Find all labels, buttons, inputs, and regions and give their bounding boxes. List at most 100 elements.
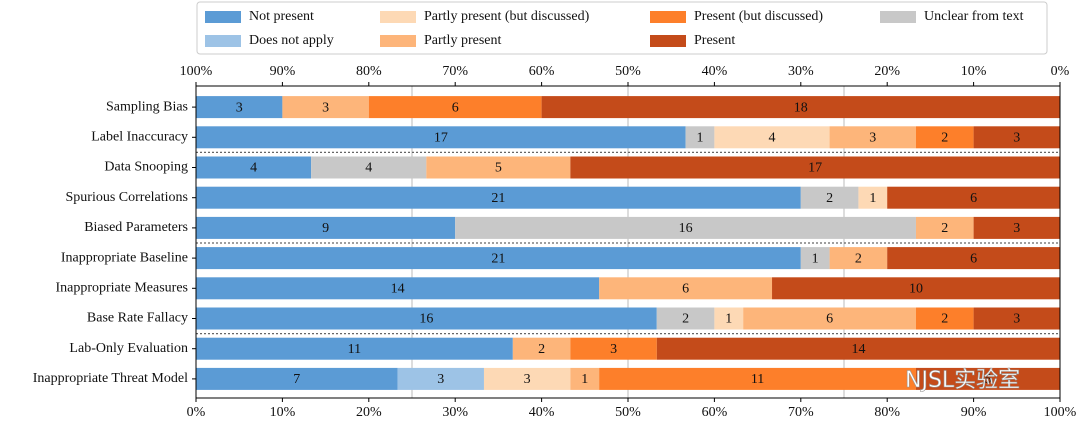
value-label: 5 — [984, 372, 991, 387]
value-label: 2 — [538, 342, 545, 357]
bar-segment — [656, 337, 1061, 360]
value-label: 2 — [682, 312, 689, 327]
legend-label: Unclear from text — [924, 9, 1024, 24]
value-label: 1 — [581, 372, 588, 387]
bar-segment — [196, 126, 686, 149]
value-label: 2 — [941, 221, 948, 236]
x2-tick-label: 10% — [961, 64, 987, 79]
value-label: 6 — [970, 251, 977, 266]
x-tick-label: 50% — [615, 405, 641, 420]
bar-segment — [196, 247, 801, 270]
value-label: 6 — [970, 191, 977, 206]
x-tick-label: 30% — [442, 405, 468, 420]
value-label: 9 — [322, 221, 329, 236]
legend-swatch — [650, 35, 686, 47]
x2-tick-label: 70% — [442, 64, 468, 79]
legend-label: Does not apply — [249, 33, 334, 48]
bar-segment — [455, 216, 916, 239]
value-label: 17 — [434, 131, 448, 146]
value-label: 5 — [495, 161, 502, 176]
x-tick-label: 100% — [1044, 405, 1077, 420]
bar-segment — [196, 156, 312, 179]
bar-segment — [599, 367, 916, 390]
x2-tick-label: 90% — [270, 64, 296, 79]
value-label: 3 — [322, 100, 329, 115]
value-label: 3 — [869, 131, 876, 146]
legend-label: Present — [694, 33, 735, 48]
value-label: 3 — [437, 372, 444, 387]
value-label: 21 — [491, 191, 505, 206]
value-label: 3 — [1013, 221, 1020, 236]
y-tick-label: Label Inaccuracy — [91, 130, 188, 145]
bar-segment — [599, 277, 773, 300]
x-tick-label: 20% — [356, 405, 382, 420]
bar-segment — [829, 247, 888, 270]
legend-swatch — [380, 11, 416, 23]
x2-tick-label: 30% — [788, 64, 814, 79]
bar-segment — [973, 126, 1060, 149]
legend-swatch — [205, 35, 241, 47]
value-label: 16 — [419, 312, 433, 327]
value-label: 4 — [250, 161, 257, 176]
legend-label: Present (but discussed) — [694, 9, 823, 24]
bar-segment — [973, 307, 1060, 330]
bar-segment — [196, 216, 456, 239]
bar-segment — [915, 307, 974, 330]
y-tick-label: Inappropriate Threat Model — [33, 371, 188, 386]
legend-label: Partly present (but discussed) — [424, 9, 590, 24]
bar-segment — [512, 337, 571, 360]
y-tick-label: Biased Parameters — [84, 220, 188, 235]
value-label: 1 — [725, 312, 732, 327]
value-label: 1 — [812, 251, 819, 266]
bar-segment — [196, 307, 657, 330]
value-label: 2 — [826, 191, 833, 206]
bar-segment — [915, 126, 974, 149]
legend-swatch — [380, 35, 416, 47]
value-label: 14 — [391, 282, 405, 297]
bar-segment — [915, 216, 974, 239]
value-label: 3 — [524, 372, 531, 387]
y-tick-label: Base Rate Fallacy — [87, 311, 188, 326]
value-label: 1 — [869, 191, 876, 206]
x2-tick-label: 80% — [356, 64, 382, 79]
bar-segment — [887, 247, 1060, 270]
x2-tick-label: 0% — [1051, 64, 1070, 79]
bar-segment — [196, 277, 600, 300]
bar-segment — [311, 156, 427, 179]
x-tick-label: 0% — [187, 405, 206, 420]
x2-tick-label: 50% — [615, 64, 641, 79]
y-tick-label: Spurious Correlations — [66, 190, 189, 205]
value-label: 6 — [682, 282, 689, 297]
bar-segment — [570, 367, 600, 390]
y-tick-label: Data Snooping — [104, 160, 188, 175]
x-tick-label: 90% — [961, 405, 987, 420]
bar-segment — [196, 186, 801, 209]
legend-swatch — [205, 11, 241, 23]
x2-tick-label: 40% — [702, 64, 728, 79]
bar-segment — [196, 367, 398, 390]
x-tick-label: 10% — [270, 405, 296, 420]
bar-segment — [541, 96, 1060, 119]
bar-segment — [829, 126, 916, 149]
value-label: 17 — [808, 161, 822, 176]
bar-segment — [973, 216, 1060, 239]
value-label: 21 — [491, 251, 505, 266]
bar-segment — [714, 307, 744, 330]
bar-segment — [743, 307, 916, 330]
watermark: NJSL实验室 — [905, 368, 1020, 393]
y-tick-label: Sampling Bias — [106, 99, 188, 114]
x-tick-label: 40% — [529, 405, 555, 420]
bar-segment — [397, 367, 484, 390]
value-label: 11 — [348, 342, 361, 357]
bar-segment — [282, 96, 369, 119]
bar-segment — [887, 186, 1060, 209]
value-label: 6 — [826, 312, 833, 327]
bar-segment — [426, 156, 571, 179]
bar-segment — [570, 337, 657, 360]
bar-segment — [685, 126, 715, 149]
x-tick-label: 60% — [702, 405, 728, 420]
value-label: 3 — [236, 100, 243, 115]
legend-label: Not present — [249, 9, 314, 24]
value-label: 18 — [794, 100, 808, 115]
